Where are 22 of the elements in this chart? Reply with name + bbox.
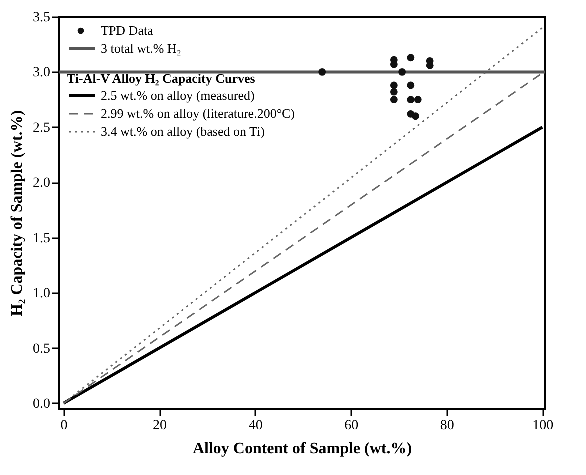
- y-axis-title: H₂ Capacity of Sample (wt.%): [9, 110, 26, 317]
- y-tick-label: 1.0: [33, 286, 50, 302]
- legend-title: Ti-Al-V Alloy H₂ Capacity Curves: [67, 71, 256, 86]
- y-tick-label: 0.0: [33, 396, 50, 412]
- legend-label: 3.4 wt.% on alloy (based on Ti): [101, 124, 265, 139]
- y-tick-label: 1.5: [33, 231, 50, 246]
- legend-label: 3 total wt.% H₂: [101, 41, 182, 56]
- y-tick-label: 0.5: [33, 342, 50, 357]
- x-axis-title: Alloy Content of Sample (wt.%): [192, 440, 412, 458]
- legend-label: 2.99 wt.% on alloy (literature.200°C): [101, 106, 296, 121]
- x-tick-label: 60: [344, 418, 359, 434]
- x-tick-label: 20: [153, 418, 168, 434]
- legend-label: TPD Data: [101, 23, 154, 38]
- y-tick-label: 2.5: [33, 120, 50, 136]
- y-tick-label: 3.5: [33, 10, 50, 26]
- y-tick-label: 2.0: [33, 176, 50, 192]
- x-tick-label: 0: [60, 418, 68, 434]
- x-tick-label: 100: [532, 418, 554, 434]
- legend-label: 2.5 wt.% on alloy (measured): [101, 88, 255, 103]
- x-tick-label: 40: [248, 418, 263, 434]
- y-tick-label: 3.0: [33, 66, 50, 81]
- x-tick-label: 80: [440, 418, 454, 434]
